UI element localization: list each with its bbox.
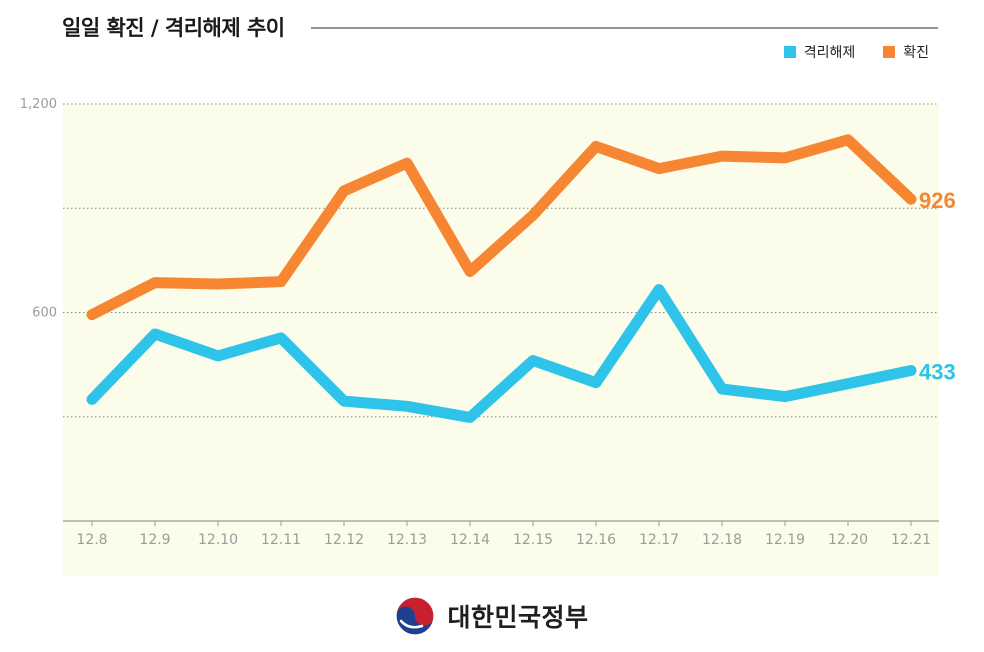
chart-title: 일일 확진 / 격리해제 추이 (62, 16, 285, 40)
y-tick-label: 1,200 (20, 97, 57, 112)
x-tick-label: 12.17 (639, 532, 679, 548)
legend-swatch-confirmed (883, 46, 896, 58)
government-logo: 대한민국정부 (0, 596, 984, 636)
grid-lines (63, 103, 939, 522)
taegeuk-emblem-icon (395, 596, 436, 636)
x-tick-label: 12.21 (891, 532, 931, 548)
legend: 격리해제 확진 (766, 42, 929, 62)
series-line-1 (86, 284, 917, 423)
axis-labels: 600 1,200 12.8 12.9 12.10 12.11 12.12 12.13 12.1… (20, 97, 931, 548)
plot-background (63, 104, 939, 576)
end-labels: 926 433 (919, 188, 956, 384)
series-line-0 (86, 134, 917, 321)
x-tick-label: 12.13 (387, 532, 427, 548)
government-name: 대한민국정부 (447, 603, 589, 632)
x-tick-label: 12.20 (828, 532, 868, 548)
end-value-label: 926 (919, 188, 956, 213)
x-tick-label: 12.19 (765, 532, 805, 548)
series-lines (86, 134, 917, 423)
x-tick-label: 12.18 (702, 532, 742, 548)
x-tick-label: 12.16 (576, 532, 616, 548)
legend-item-release: 격리해제 (783, 42, 856, 62)
x-tick-label: 12.10 (198, 532, 238, 548)
x-tick-label: 12.11 (261, 532, 301, 548)
y-tick-label: 600 (32, 306, 57, 321)
x-tick-label: 12.12 (324, 532, 364, 548)
x-tick-label: 12.15 (513, 532, 553, 548)
legend-swatch-release (783, 46, 796, 58)
end-value-label: 433 (919, 360, 956, 385)
x-tick-label: 12.14 (450, 532, 490, 548)
legend-item-confirmed: 확진 (883, 42, 929, 62)
legend-label-confirmed: 확진 (903, 45, 929, 61)
x-tick-label: 12.8 (76, 532, 107, 548)
legend-label-release: 격리해제 (803, 45, 856, 61)
x-tick-label: 12.9 (139, 532, 170, 548)
